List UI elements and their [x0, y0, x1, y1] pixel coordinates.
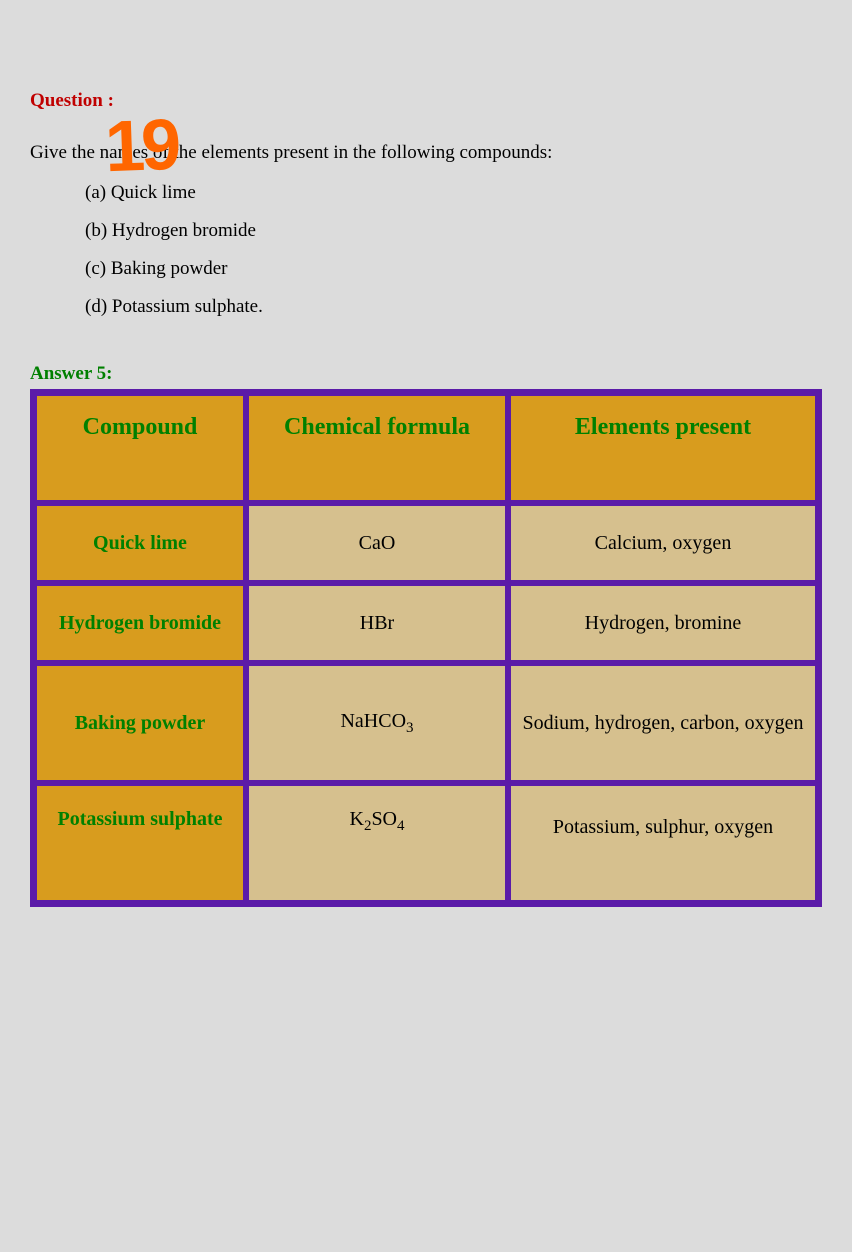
option-a: (a) Quick lime — [85, 182, 822, 204]
header-elements: Elements present — [508, 393, 818, 503]
formula-cell: HBr — [246, 583, 508, 663]
option-d: (d) Potassium sulphate. — [85, 296, 822, 318]
answer-label: Answer 5: — [30, 363, 822, 385]
table-row: Quick lime CaO Calcium, oxygen — [34, 503, 818, 583]
elements-cell: Calcium, oxygen — [508, 503, 818, 583]
elements-cell: Potassium, sulphur, oxygen — [508, 783, 818, 903]
table-row: Potassium sulphate K2SO4 Potassium, sulp… — [34, 783, 818, 903]
formula-cell: NaHCO3 — [246, 663, 508, 783]
answer-table: Compound Chemical formula Elements prese… — [30, 389, 822, 907]
elements-cell: Sodium, hydrogen, carbon, oxygen — [508, 663, 818, 783]
handwritten-number: 19 — [104, 109, 179, 183]
formula-cell: K2SO4 — [246, 783, 508, 903]
table-row: Hydrogen bromide HBr Hydrogen, bromine — [34, 583, 818, 663]
option-b: (b) Hydrogen bromide — [85, 220, 822, 242]
formula-cell: CaO — [246, 503, 508, 583]
header-formula: Chemical formula — [246, 393, 508, 503]
header-compound: Compound — [34, 393, 246, 503]
table-header-row: Compound Chemical formula Elements prese… — [34, 393, 818, 503]
compound-cell: Potassium sulphate — [34, 783, 246, 903]
option-c: (c) Baking powder — [85, 258, 822, 280]
compound-cell: Hydrogen bromide — [34, 583, 246, 663]
compound-cell: Baking powder — [34, 663, 246, 783]
option-list: (a) Quick lime (b) Hydrogen bromide (c) … — [85, 182, 822, 318]
compound-cell: Quick lime — [34, 503, 246, 583]
elements-cell: Hydrogen, bromine — [508, 583, 818, 663]
table-row: Baking powder NaHCO3 Sodium, hydrogen, c… — [34, 663, 818, 783]
